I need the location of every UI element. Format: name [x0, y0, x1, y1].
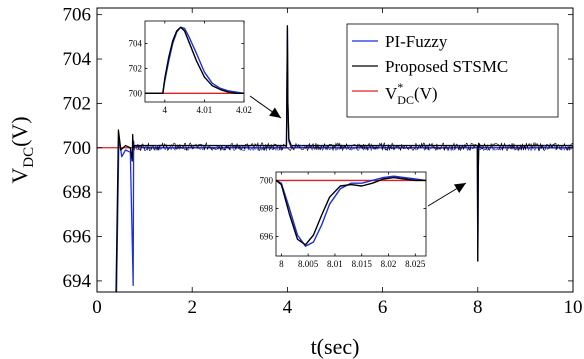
x-tick-label: 8.01: [327, 259, 343, 269]
legend-label: Proposed STSMC: [385, 57, 508, 76]
noise-band: [134, 141, 573, 152]
y-tick-label: 700: [63, 138, 92, 159]
y-tick-label: 704: [129, 38, 143, 48]
plot-frame: [275, 171, 427, 257]
x-tick-label: 4.02: [236, 105, 252, 115]
y-axis-title-sub: DC: [21, 147, 37, 168]
legend: PI-Fuzzy Proposed STSMC V* DC(V): [346, 23, 559, 118]
plot-frame: [96, 7, 574, 293]
y-tick-label: 700: [260, 175, 274, 185]
zoom-arrows: [249, 95, 467, 207]
arrow-to-4s-head: [269, 107, 281, 118]
y-tick-label: 696: [260, 231, 274, 241]
series-group: [145, 26, 244, 94]
series-group: [276, 175, 426, 247]
inset-plot-8s: 8 8.005 8.01 8.015 8.02 8.025 696 698 700: [260, 171, 427, 269]
x-tick-label: 8: [473, 297, 483, 318]
inset-plot-4s: 4 4.01 4.02 700 702 704: [129, 20, 252, 115]
noise-line: [134, 141, 573, 152]
x-axis-title: t(sec): [311, 334, 360, 359]
y-axis-title-main: V: [7, 168, 32, 184]
x-tick-label: 4.01: [197, 105, 213, 115]
x-tick-label: 8.015: [352, 259, 373, 269]
x-tick-label: 10: [564, 297, 583, 318]
legend-label: PI-Fuzzy: [385, 32, 448, 51]
x-tick-label: 8.02: [381, 259, 397, 269]
legend-vdc-main: V: [385, 84, 398, 103]
y-tick-label: 706: [63, 5, 92, 26]
plot-frame: [144, 20, 245, 103]
legend-vdc-sub: DC: [397, 93, 414, 107]
y-tick-label: 702: [63, 93, 92, 114]
noise-line: [134, 143, 573, 152]
series-line-proposed-stsmc: [115, 25, 573, 292]
legend-vdc-star: *: [397, 80, 403, 94]
y-tick-label: 698: [260, 203, 274, 213]
series-line-pi-fuzzy: [276, 175, 426, 247]
x-tick-label: 4: [163, 105, 168, 115]
series-line-proposed-stsmc: [145, 26, 244, 94]
y-axis-title-unit: (V): [7, 116, 32, 147]
y-axis-title: VDC(V): [7, 116, 37, 183]
legend-vdc-unit: (V): [414, 84, 438, 103]
x-tick-label: 8.005: [298, 259, 319, 269]
legend-label-vdc-ref: V* DC(V): [385, 80, 438, 107]
x-tick-label: 6: [378, 297, 388, 318]
y-tick-label: 702: [129, 63, 143, 73]
x-tick-label: 4: [283, 297, 293, 318]
y-tick-label: 700: [129, 88, 143, 98]
x-tick-label: 8: [279, 259, 284, 269]
y-tick-label: 698: [63, 182, 92, 203]
y-tick-label: 694: [63, 271, 92, 292]
legend-box: [346, 23, 559, 118]
series-line-proposed-stsmc: [276, 176, 426, 246]
arrow-to-8s-head: [454, 183, 466, 193]
x-tick-label: 8.025: [405, 259, 426, 269]
y-tick-label: 696: [63, 227, 92, 248]
y-tick-label: 704: [63, 49, 92, 70]
x-tick-label: 2: [187, 297, 197, 318]
x-tick-label: 0: [92, 297, 102, 318]
plot-background: [145, 21, 244, 102]
